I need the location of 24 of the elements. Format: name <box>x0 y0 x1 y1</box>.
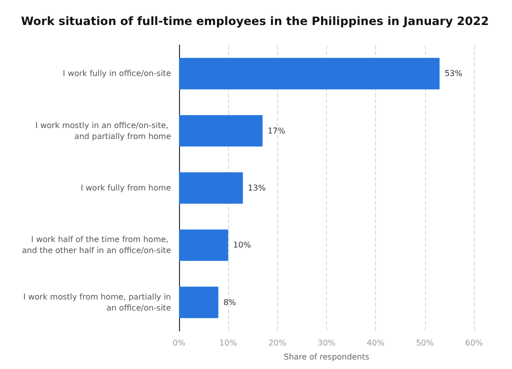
data-label: 13% <box>248 184 266 192</box>
x-tick-label: 10% <box>219 338 238 348</box>
y-tick-label: I work mostly from home, partially in an office/on-site <box>23 292 172 312</box>
x-tick-label: 30% <box>318 338 336 348</box>
x-tick-label: 60% <box>465 338 484 348</box>
bar <box>179 115 263 147</box>
y-tick-label: I work half of the time from home, and the other half in an office/on-site <box>22 235 172 256</box>
x-tick-label: 0% <box>172 338 186 348</box>
x-tick-label: 50% <box>416 338 434 348</box>
y-tick-label: I work mostly in an office/on-site, and partially from home <box>35 120 172 141</box>
bar <box>179 229 228 261</box>
data-label: 8% <box>223 298 236 307</box>
x-tick-label: 40% <box>366 338 385 348</box>
chart-title: Work situation of full-time employees in the Philippines in January 2022 <box>21 14 489 28</box>
data-label: 10% <box>233 240 252 250</box>
bar <box>179 172 243 204</box>
x-axis-title: Share of respondents <box>284 352 370 362</box>
y-tick-label: I work fully from home <box>80 184 172 192</box>
x-tick-label: 20% <box>268 338 287 348</box>
y-tick-label: I work fully in office/on-site <box>62 69 172 78</box>
data-label: 53% <box>444 69 463 78</box>
bar <box>179 286 218 318</box>
data-label: 17% <box>268 126 286 136</box>
bar <box>179 58 440 90</box>
